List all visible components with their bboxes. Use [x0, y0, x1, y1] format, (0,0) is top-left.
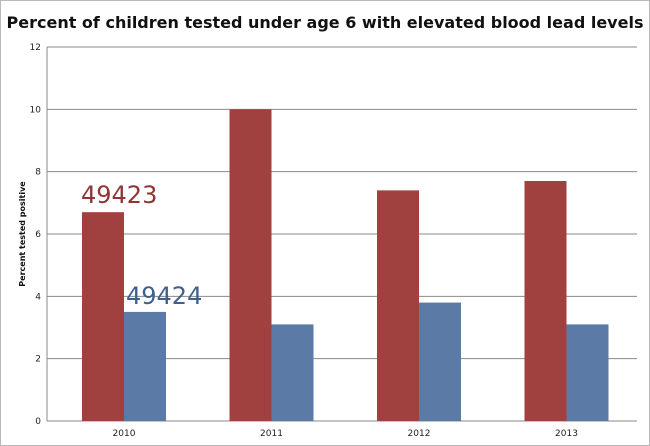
y-tick-label: 6 [35, 230, 41, 240]
y-axis-label: Percent tested positive [18, 181, 27, 287]
y-tick-label: 10 [30, 105, 42, 115]
bar-49424-2010 [124, 311, 166, 421]
bar-49423-2013 [524, 181, 567, 421]
bar-49424-2011 [271, 324, 314, 421]
y-tick-label: 12 [30, 43, 41, 53]
x-tick-label: 2011 [260, 429, 283, 439]
x-tick-label: 2010 [113, 429, 136, 439]
y-tick-label: 2 [35, 355, 41, 365]
annotation-49424: 49424 [126, 282, 202, 310]
x-tick-label: 2012 [408, 429, 431, 439]
y-tick-label: 4 [35, 292, 41, 302]
x-tick-label: 2013 [555, 429, 578, 439]
bar-49424-2013 [566, 324, 609, 421]
bar-49423-2011 [229, 109, 272, 421]
bar-49424-2012 [419, 302, 461, 421]
y-tick-label: 0 [35, 417, 41, 427]
y-tick-label: 8 [35, 168, 41, 178]
chart-title: Percent of children tested under age 6 w… [7, 13, 644, 32]
bar-49423-2012 [377, 190, 419, 421]
annotation-49423: 49423 [81, 181, 157, 209]
bar-49423-2010 [82, 212, 124, 421]
